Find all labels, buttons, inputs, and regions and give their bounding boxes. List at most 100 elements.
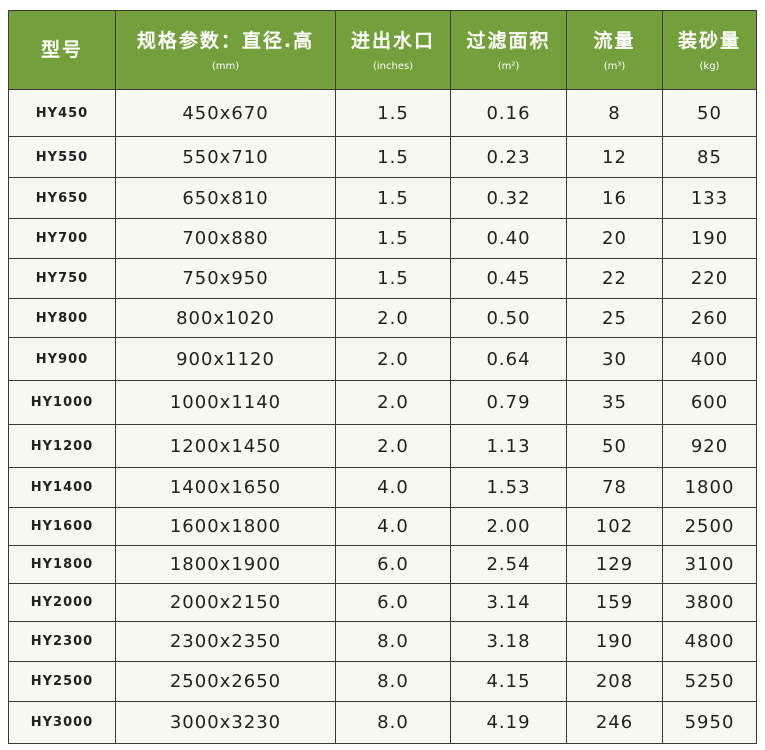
cell-model: HY900 <box>8 337 116 381</box>
cell-sand: 3800 <box>662 583 757 622</box>
cell-inlet: 2.0 <box>335 337 451 381</box>
table-row: HY750 750x950 1.5 0.45 22 220 <box>8 258 757 299</box>
cell-size: 2000x2150 <box>115 583 336 622</box>
cell-filter-area: 4.19 <box>450 701 567 744</box>
column-title: 过滤面积 <box>466 29 551 52</box>
cell-flow: 22 <box>566 258 663 299</box>
cell-sand: 190 <box>662 218 757 259</box>
cell-size: 750x950 <box>115 258 336 299</box>
cell-filter-area: 0.50 <box>450 298 567 338</box>
column-title: 流量 <box>593 29 636 52</box>
cell-flow: 246 <box>566 701 663 744</box>
column-unit: (m³) <box>603 60 626 72</box>
cell-sand: 4800 <box>662 621 757 662</box>
cell-model: HY1800 <box>8 545 116 584</box>
table-row: HY650 650x810 1.5 0.32 16 133 <box>8 177 757 219</box>
cell-inlet: 8.0 <box>335 621 451 662</box>
cell-flow: 8 <box>566 89 663 137</box>
table-row: HY800 800x1020 2.0 0.50 25 260 <box>8 298 757 338</box>
table-row: HY1000 1000x1140 2.0 0.79 35 600 <box>8 380 757 425</box>
cell-size: 800x1020 <box>115 298 336 338</box>
cell-filter-area: 0.23 <box>450 136 567 178</box>
cell-size: 650x810 <box>115 177 336 219</box>
cell-filter-area: 0.32 <box>450 177 567 219</box>
table-row: HY1600 1600x1800 4.0 2.00 102 2500 <box>8 507 757 546</box>
column-title: 装砂量 <box>677 29 741 52</box>
cell-inlet: 2.0 <box>335 380 451 425</box>
cell-flow: 159 <box>566 583 663 622</box>
cell-model: HY550 <box>8 136 116 178</box>
cell-sand: 5950 <box>662 701 757 744</box>
cell-size: 1200x1450 <box>115 424 336 468</box>
cell-model: HY450 <box>8 89 116 137</box>
cell-model: HY650 <box>8 177 116 219</box>
column-unit: (kg) <box>699 60 720 72</box>
table-row: HY1200 1200x1450 2.0 1.13 50 920 <box>8 424 757 468</box>
cell-model: HY3000 <box>8 701 116 744</box>
cell-filter-area: 4.15 <box>450 661 567 702</box>
cell-flow: 20 <box>566 218 663 259</box>
cell-inlet: 6.0 <box>335 583 451 622</box>
cell-flow: 12 <box>566 136 663 178</box>
cell-filter-area: 2.00 <box>450 507 567 546</box>
table-row: HY1800 1800x1900 6.0 2.54 129 3100 <box>8 545 757 584</box>
column-unit: (inches) <box>372 60 414 72</box>
cell-flow: 78 <box>566 467 663 508</box>
cell-sand: 600 <box>662 380 757 425</box>
column-header-inlet: 进出水口 (inches) <box>335 10 451 90</box>
cell-filter-area: 1.53 <box>450 467 567 508</box>
cell-sand: 133 <box>662 177 757 219</box>
cell-filter-area: 3.14 <box>450 583 567 622</box>
cell-flow: 102 <box>566 507 663 546</box>
column-header-flow: 流量 (m³) <box>566 10 663 90</box>
cell-filter-area: 0.64 <box>450 337 567 381</box>
cell-inlet: 8.0 <box>335 701 451 744</box>
cell-flow: 208 <box>566 661 663 702</box>
cell-inlet: 1.5 <box>335 89 451 137</box>
cell-filter-area: 3.18 <box>450 621 567 662</box>
column-unit: (mm) <box>211 60 240 72</box>
cell-flow: 35 <box>566 380 663 425</box>
cell-model: HY800 <box>8 298 116 338</box>
cell-inlet: 2.0 <box>335 424 451 468</box>
cell-filter-area: 2.54 <box>450 545 567 584</box>
table-row: HY2300 2300x2350 8.0 3.18 190 4800 <box>8 621 757 662</box>
cell-sand: 260 <box>662 298 757 338</box>
cell-size: 550x710 <box>115 136 336 178</box>
cell-inlet: 1.5 <box>335 218 451 259</box>
cell-inlet: 1.5 <box>335 258 451 299</box>
cell-model: HY1200 <box>8 424 116 468</box>
cell-inlet: 4.0 <box>335 467 451 508</box>
header-row: 型号 规格参数：直径.高 (mm) 进出水口 (inches) 过滤面积 (m²) 流量 (m³… <box>8 10 757 90</box>
cell-size: 700x880 <box>115 218 336 259</box>
cell-sand: 50 <box>662 89 757 137</box>
cell-size: 1000x1140 <box>115 380 336 425</box>
column-unit: (m²) <box>497 60 520 72</box>
column-header-filter-area: 过滤面积 (m²) <box>450 10 567 90</box>
column-title: 进出水口 <box>350 29 435 52</box>
spec-table: 型号 规格参数：直径.高 (mm) 进出水口 (inches) 过滤面积 (m²) 流量 (m³… <box>8 10 757 744</box>
cell-inlet: 6.0 <box>335 545 451 584</box>
table-body: HY450 450x670 1.5 0.16 8 50 HY550 550x710 1.5 0.2… <box>8 89 757 744</box>
cell-inlet: 1.5 <box>335 177 451 219</box>
column-header-size: 规格参数：直径.高 (mm) <box>115 10 336 90</box>
table-row: HY2000 2000x2150 6.0 3.14 159 3800 <box>8 583 757 622</box>
cell-flow: 30 <box>566 337 663 381</box>
cell-size: 3000x3230 <box>115 701 336 744</box>
cell-inlet: 4.0 <box>335 507 451 546</box>
column-title: 型号 <box>40 39 83 61</box>
cell-size: 1800x1900 <box>115 545 336 584</box>
cell-sand: 3100 <box>662 545 757 584</box>
table-row: HY450 450x670 1.5 0.16 8 50 <box>8 89 757 137</box>
cell-inlet: 1.5 <box>335 136 451 178</box>
cell-size: 2300x2350 <box>115 621 336 662</box>
cell-flow: 129 <box>566 545 663 584</box>
cell-model: HY1600 <box>8 507 116 546</box>
cell-filter-area: 0.45 <box>450 258 567 299</box>
cell-model: HY1000 <box>8 380 116 425</box>
column-header-sand: 装砂量 (kg) <box>662 10 757 90</box>
cell-sand: 1800 <box>662 467 757 508</box>
cell-model: HY1400 <box>8 467 116 508</box>
cell-model: HY2000 <box>8 583 116 622</box>
table-row: HY3000 3000x3230 8.0 4.19 246 5950 <box>8 701 757 744</box>
